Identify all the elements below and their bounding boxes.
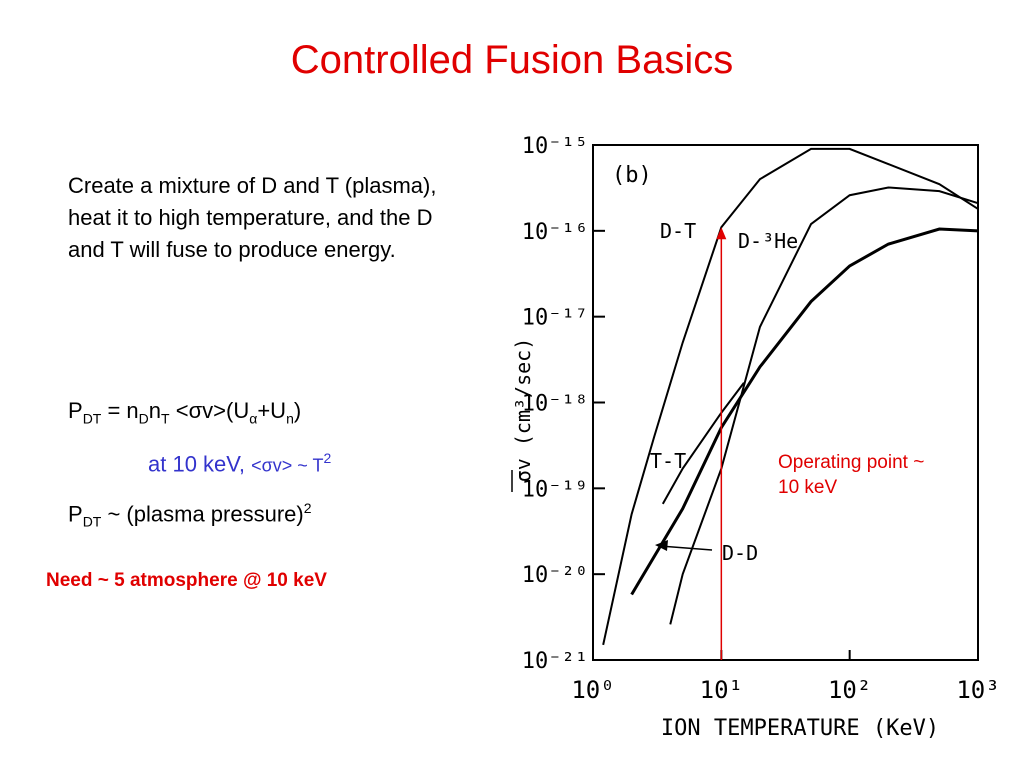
t: n xyxy=(286,410,294,427)
t: D xyxy=(138,410,149,427)
annotation-text: Operating point ~ 10 keV xyxy=(778,452,925,498)
pointer xyxy=(659,545,713,551)
plot-frame xyxy=(592,144,979,661)
t: ~ (plasma pressure) xyxy=(101,501,304,527)
x-axis-label: ION TEMPERATURE (KeV) xyxy=(661,716,939,741)
curve xyxy=(630,227,979,596)
y-tick-label: 10⁻²⁰ xyxy=(522,563,588,588)
y-tick-label: 10⁻²¹ xyxy=(522,649,588,674)
t: <σv>(U xyxy=(169,398,250,423)
x-tick-label: 10² xyxy=(828,676,871,704)
panel-label: (b) xyxy=(612,163,652,188)
t: T xyxy=(161,410,170,427)
curve-label: D-D xyxy=(722,541,758,565)
y-tick-label: 10⁻¹⁶ xyxy=(522,220,588,245)
y-tick-label: 10⁻¹⁵ xyxy=(522,134,588,159)
curve-label: D-T xyxy=(660,219,696,243)
t: 2 xyxy=(323,450,332,466)
annotation-box: Operating point ~ 10 keV xyxy=(778,452,925,498)
t: at 10 keV, xyxy=(148,451,252,477)
curve-label: D-³He xyxy=(738,229,798,253)
t: DT xyxy=(82,410,102,427)
t: α xyxy=(249,410,258,427)
need-note: Need ~ 5 atmosphere @ 10 keV xyxy=(46,570,327,591)
slide-title: Controlled Fusion Basics xyxy=(290,38,734,82)
curve-label: T-T xyxy=(650,449,686,473)
formula: PDT ~ (plasma pressure)2 xyxy=(68,500,312,530)
t: ) xyxy=(293,398,302,423)
paragraph: Create a mixture of D and T (plasma), he… xyxy=(68,173,437,262)
curve xyxy=(669,186,979,625)
t: 2 xyxy=(303,500,312,516)
x-tick-label: 10⁰ xyxy=(571,676,614,704)
t: +U xyxy=(257,398,287,423)
t: DT xyxy=(82,513,102,530)
y-tick-label: 10⁻¹⁷ xyxy=(522,306,588,331)
note: at 10 keV, <σv> ~ T2 xyxy=(148,450,331,477)
y-tick-label: 10⁻¹⁹ xyxy=(522,477,588,502)
y-axis-label: σv (cm³/sec) xyxy=(511,338,535,483)
formula: PDT = nDnT <σv>(Uα+Un) xyxy=(68,398,301,426)
t: <σv> ~ T xyxy=(251,455,324,476)
t: P xyxy=(68,398,83,423)
curve xyxy=(602,147,979,646)
t: n xyxy=(148,398,162,423)
x-tick-label: 10¹ xyxy=(700,676,743,704)
x-tick-label: 10³ xyxy=(956,676,999,704)
y-tick-label: 10⁻¹⁸ xyxy=(522,392,588,417)
t: = n xyxy=(101,398,139,423)
operating-point-arrow xyxy=(716,227,727,240)
t: P xyxy=(68,501,83,527)
curve xyxy=(661,382,745,505)
